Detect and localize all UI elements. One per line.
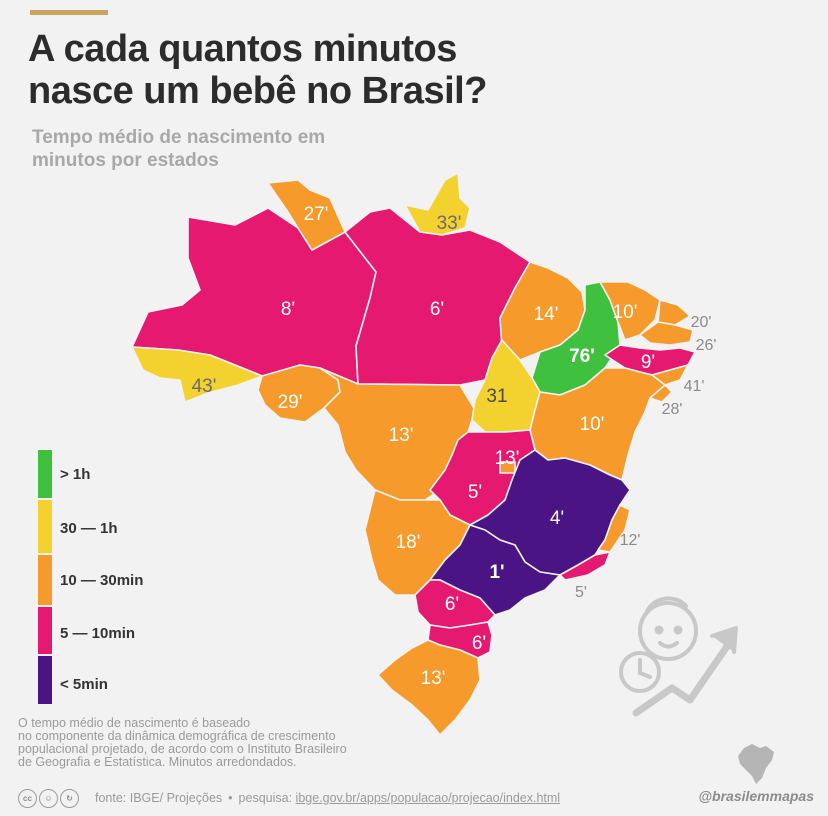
source-text: fonte: IBGE/ Projeções <box>95 791 223 805</box>
label-ba: 10' <box>580 414 605 435</box>
cc-icon: cc <box>18 788 37 808</box>
label-pi: 76' <box>569 346 595 367</box>
sa-icon: ↻ <box>60 788 79 808</box>
legend-label-5-10min: 5 — 10min <box>60 625 136 642</box>
baby-face-icon <box>638 596 698 661</box>
legend-label-over-1h: > 1h <box>60 466 91 483</box>
legend-label-under-5min: < 5min <box>60 676 108 693</box>
footer-bullet: • <box>228 791 233 805</box>
state-rn <box>657 299 691 326</box>
legend-label-30-1h: 30 — 1h <box>60 520 118 537</box>
growth-arrow-icon <box>632 626 738 717</box>
by-icon: ☺ <box>39 788 58 808</box>
legend-swatch-under-5min <box>38 656 52 704</box>
note-line-3: populacional projetado, de acordo com o … <box>18 742 347 756</box>
label-es: 12' <box>620 532 641 549</box>
state-pb <box>639 321 694 346</box>
label-df: 13' <box>495 448 520 469</box>
state-es <box>597 504 631 553</box>
legend-swatch-30-1h <box>38 500 52 553</box>
label-to: 31 <box>486 386 507 407</box>
note-line-4: de Geografia e Estatística. Minutos arre… <box>18 755 297 769</box>
accent-bar <box>30 10 108 15</box>
label-am: 8' <box>281 299 295 320</box>
label-ma: 14' <box>534 304 559 325</box>
state-sp <box>429 524 561 616</box>
label-go: 5' <box>468 482 482 503</box>
research-link[interactable]: ibge.gov.br/apps/populacao/projecao/inde… <box>295 791 561 805</box>
legend-label-10-30min: 10 — 30min <box>60 572 144 589</box>
note-line-2: no componente da dinâmica demográfica de… <box>18 729 336 743</box>
label-mt: 13' <box>389 425 414 446</box>
label-al: 41' <box>684 378 705 395</box>
label-rr: 27' <box>304 204 329 225</box>
state-df <box>499 461 516 474</box>
legend-swatch-5-10min <box>38 607 52 654</box>
label-ro: 29' <box>278 392 303 413</box>
subtitle-line-1: Tempo médio de nascimento em <box>32 127 326 148</box>
label-pa: 6' <box>430 299 444 320</box>
label-ms: 18' <box>396 532 421 553</box>
label-ce: 10' <box>613 302 638 323</box>
legend-swatch-over-1h <box>38 450 52 498</box>
clock-icon <box>619 651 661 693</box>
label-ac: 43' <box>192 376 217 397</box>
legend-swatch-10-30min <box>38 555 52 605</box>
label-ap: 33' <box>437 213 462 234</box>
subtitle: Tempo médio de nascimento em minutos por… <box>32 126 392 172</box>
methodology-note: O tempo médio de nascimento é baseado no… <box>18 717 418 769</box>
state-rs <box>377 639 481 736</box>
label-pb: 26' <box>696 337 717 354</box>
label-pr: 6' <box>445 594 459 615</box>
label-rs: 13' <box>421 668 446 689</box>
page-title: A cada quantos minutos nasce um bebê no … <box>28 28 588 112</box>
subtitle-line-2: minutos por estados <box>32 150 219 171</box>
brazil-map-logo-icon <box>738 744 774 784</box>
title-line-2: nasce um bebê no Brasil? <box>28 70 487 112</box>
label-mg: 4' <box>550 508 564 529</box>
note-line-1: O tempo médio de nascimento é baseado <box>18 716 251 730</box>
research-label: pesquisa: <box>238 791 293 805</box>
title-line-1: A cada quantos minutos <box>28 28 457 70</box>
social-handle: @brasilemmapas <box>698 788 814 804</box>
label-rn: 20' <box>691 314 712 331</box>
label-se: 28' <box>662 401 683 418</box>
footer: cc ☺ ↻ fonte: IBGE/ Projeções • pesquisa… <box>18 788 560 808</box>
creative-commons-icon: cc ☺ ↻ <box>18 788 79 808</box>
state-rj <box>559 551 611 581</box>
label-rj: 5' <box>575 584 587 601</box>
label-pe: 9' <box>641 352 655 373</box>
label-sc: 6' <box>472 633 486 654</box>
state-ce <box>599 281 661 341</box>
state-ac <box>131 346 263 403</box>
label-sp: 1' <box>489 562 504 583</box>
